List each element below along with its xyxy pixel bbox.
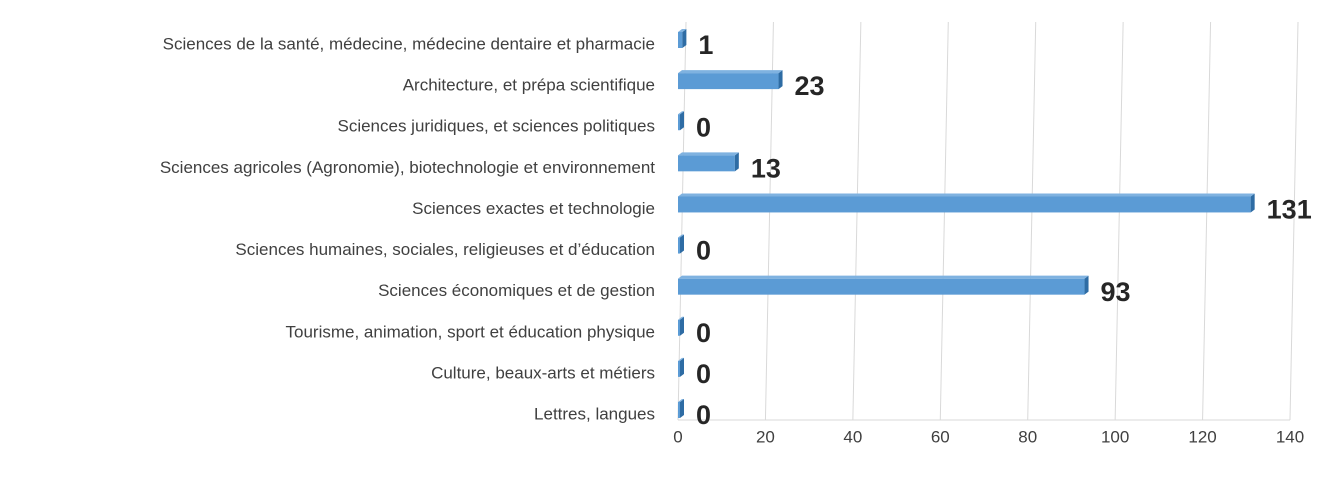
bar-top <box>678 234 684 238</box>
value-label: 0 <box>696 112 711 142</box>
x-tick-label: 20 <box>756 427 775 446</box>
y-tick-label: Sciences économiques et de gestion <box>378 281 655 300</box>
y-tick-label: Tourisme, animation, sport et éducation … <box>286 322 655 341</box>
bar-side <box>682 29 687 48</box>
bar-side <box>1084 275 1089 295</box>
bar-side <box>680 234 684 254</box>
y-tick-label: Culture, beaux-arts et métiers <box>431 363 655 382</box>
bar-top <box>678 357 684 361</box>
value-label: 23 <box>795 71 825 101</box>
x-tick-label: 140 <box>1276 427 1304 446</box>
bar <box>678 155 735 172</box>
value-label: 13 <box>751 153 781 183</box>
bar-side <box>778 70 783 90</box>
x-tick-label: 0 <box>673 427 682 446</box>
bar <box>678 402 680 418</box>
bar-side <box>680 357 684 377</box>
grid-line <box>1114 21 1124 421</box>
y-tick-label: Sciences juridiques, et sciences politiq… <box>337 117 655 136</box>
value-label: 0 <box>696 400 711 430</box>
grid-line <box>1027 21 1037 421</box>
bar-top <box>678 152 739 156</box>
bar-top <box>678 70 783 74</box>
grid-line <box>852 21 862 421</box>
value-label: 0 <box>696 236 711 266</box>
x-tick-label: 80 <box>1018 427 1037 446</box>
bar-top <box>678 275 1089 279</box>
x-tick-label: 60 <box>931 427 950 446</box>
bar <box>678 319 680 336</box>
bar <box>678 237 680 254</box>
bar <box>678 360 680 377</box>
bar-top <box>678 399 684 402</box>
grid-line <box>1289 21 1299 421</box>
x-tick-label: 40 <box>843 427 862 446</box>
bar <box>678 73 779 90</box>
value-label: 131 <box>1267 195 1312 225</box>
bar-top <box>678 29 687 32</box>
bar-side <box>734 152 739 172</box>
bar-top <box>678 316 684 320</box>
value-label: 93 <box>1101 277 1131 307</box>
bar-side <box>680 399 684 418</box>
bar <box>678 278 1085 295</box>
x-tick-label: 120 <box>1188 427 1216 446</box>
bar-top <box>678 111 684 115</box>
bar-side <box>680 316 684 336</box>
y-tick-label: Sciences exactes et technologie <box>412 199 655 218</box>
bar <box>678 114 680 131</box>
grid-line <box>1202 21 1212 421</box>
y-tick-label: Sciences humaines, sociales, religieuses… <box>235 240 655 259</box>
bar-side <box>1250 193 1255 213</box>
y-tick-label: Lettres, langues <box>534 404 655 423</box>
bar <box>678 196 1251 213</box>
bar <box>678 32 683 48</box>
bar-side <box>680 111 684 131</box>
y-tick-label: Sciences agricoles (Agronomie), biotechn… <box>160 158 655 177</box>
value-label: 0 <box>696 359 711 389</box>
grid-line <box>939 21 949 421</box>
y-tick-label: Architecture, et prépa scientifique <box>403 76 655 95</box>
value-label: 1 <box>698 30 713 60</box>
x-tick-label: 100 <box>1101 427 1129 446</box>
value-label: 0 <box>696 318 711 348</box>
y-tick-label: Sciences de la santé, médecine, médecine… <box>163 34 655 53</box>
bar-top <box>678 193 1255 197</box>
